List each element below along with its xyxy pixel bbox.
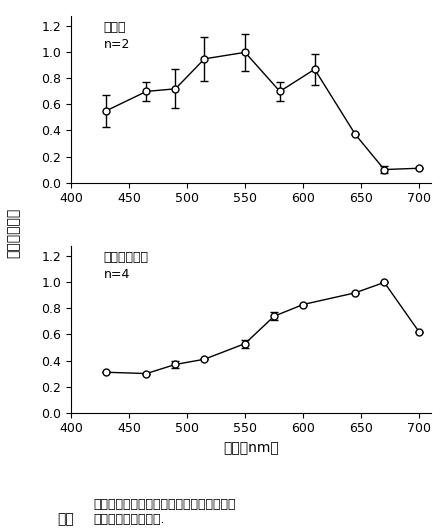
Text: 相対応答強度: 相対応答強度	[6, 208, 20, 258]
Text: スズキとオオクチバス視覚の明順応時の
スペクトル応答曲線.: スズキとオオクチバス視覚の明順応時の スペクトル応答曲線.	[93, 498, 236, 526]
Text: オオクチバス
n=4: オオクチバス n=4	[103, 251, 148, 281]
Text: 図２: 図２	[58, 513, 75, 526]
Text: スズキ
n=2: スズキ n=2	[103, 21, 130, 51]
X-axis label: 波長（nm）: 波長（nm）	[223, 441, 279, 455]
